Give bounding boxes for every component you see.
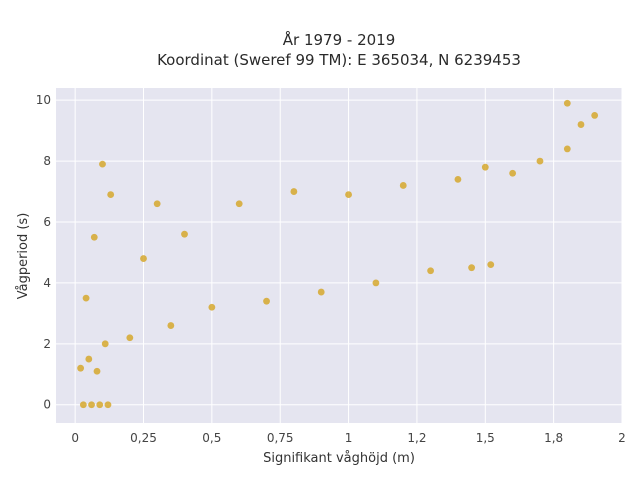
data-point <box>79 401 87 409</box>
x-tick-label: 1,2 <box>407 431 426 445</box>
x-tick-label: 0,25 <box>130 431 157 445</box>
chart-title-line1: År 1979 - 2019 <box>283 30 396 49</box>
x-tick-label: 1,5 <box>476 431 495 445</box>
data-point <box>372 279 380 287</box>
data-point <box>591 112 599 119</box>
grid-lines <box>56 88 623 423</box>
data-point <box>90 233 98 241</box>
y-tick-label: 0 <box>43 398 51 412</box>
plot-area <box>56 88 622 423</box>
data-point <box>96 401 104 409</box>
x-tick-label: 1,8 <box>544 431 563 445</box>
data-point <box>181 230 188 238</box>
data-point <box>88 401 95 409</box>
data-point <box>235 200 243 208</box>
x-tick-label: 2 <box>618 431 626 445</box>
data-point <box>509 169 517 177</box>
data-point <box>481 163 489 171</box>
y-axis-ticks: 0 2 4 6 8 10 <box>36 93 51 412</box>
data-point <box>290 188 298 195</box>
data-point <box>99 160 106 168</box>
data-point <box>345 191 352 198</box>
chart-title-line2: Koordinat (Sweref 99 TM): E 365034, N 62… <box>157 51 521 69</box>
data-point <box>317 288 325 296</box>
data-point <box>454 175 462 183</box>
data-point <box>77 364 85 372</box>
data-point <box>126 334 134 342</box>
x-axis-ticks: 0 0,25 0,5 0,75 1 1,2 1,5 1,8 2 <box>71 431 626 445</box>
data-point <box>107 191 115 198</box>
data-point <box>577 121 585 128</box>
data-point <box>263 297 270 305</box>
x-tick-label: 0,75 <box>267 431 294 445</box>
data-point <box>93 367 101 375</box>
y-tick-label: 4 <box>43 276 51 290</box>
data-point <box>104 401 112 409</box>
data-point <box>101 340 109 348</box>
y-tick-label: 8 <box>43 154 51 168</box>
x-axis-title: Signifikant våghöjd (m) <box>263 451 415 466</box>
y-tick-label: 10 <box>36 93 51 107</box>
data-point <box>468 264 476 272</box>
data-point <box>208 303 216 311</box>
y-tick-label: 6 <box>43 215 51 229</box>
y-axis-title: Vågperiod (s) <box>16 213 31 300</box>
data-point <box>487 261 495 269</box>
data-point <box>153 200 161 208</box>
data-point <box>399 182 407 189</box>
data-point <box>140 255 147 262</box>
data-point <box>167 322 175 329</box>
x-tick-label: 0,5 <box>202 431 221 445</box>
data-point <box>563 99 571 107</box>
data-point <box>536 157 544 165</box>
x-tick-label: 0 <box>71 431 79 445</box>
data-point <box>85 355 93 363</box>
y-tick-label: 2 <box>43 337 51 351</box>
data-point <box>427 267 434 275</box>
data-point <box>563 145 571 153</box>
data-points <box>77 99 599 409</box>
data-point <box>82 294 90 302</box>
x-tick-label: 1 <box>345 431 353 445</box>
